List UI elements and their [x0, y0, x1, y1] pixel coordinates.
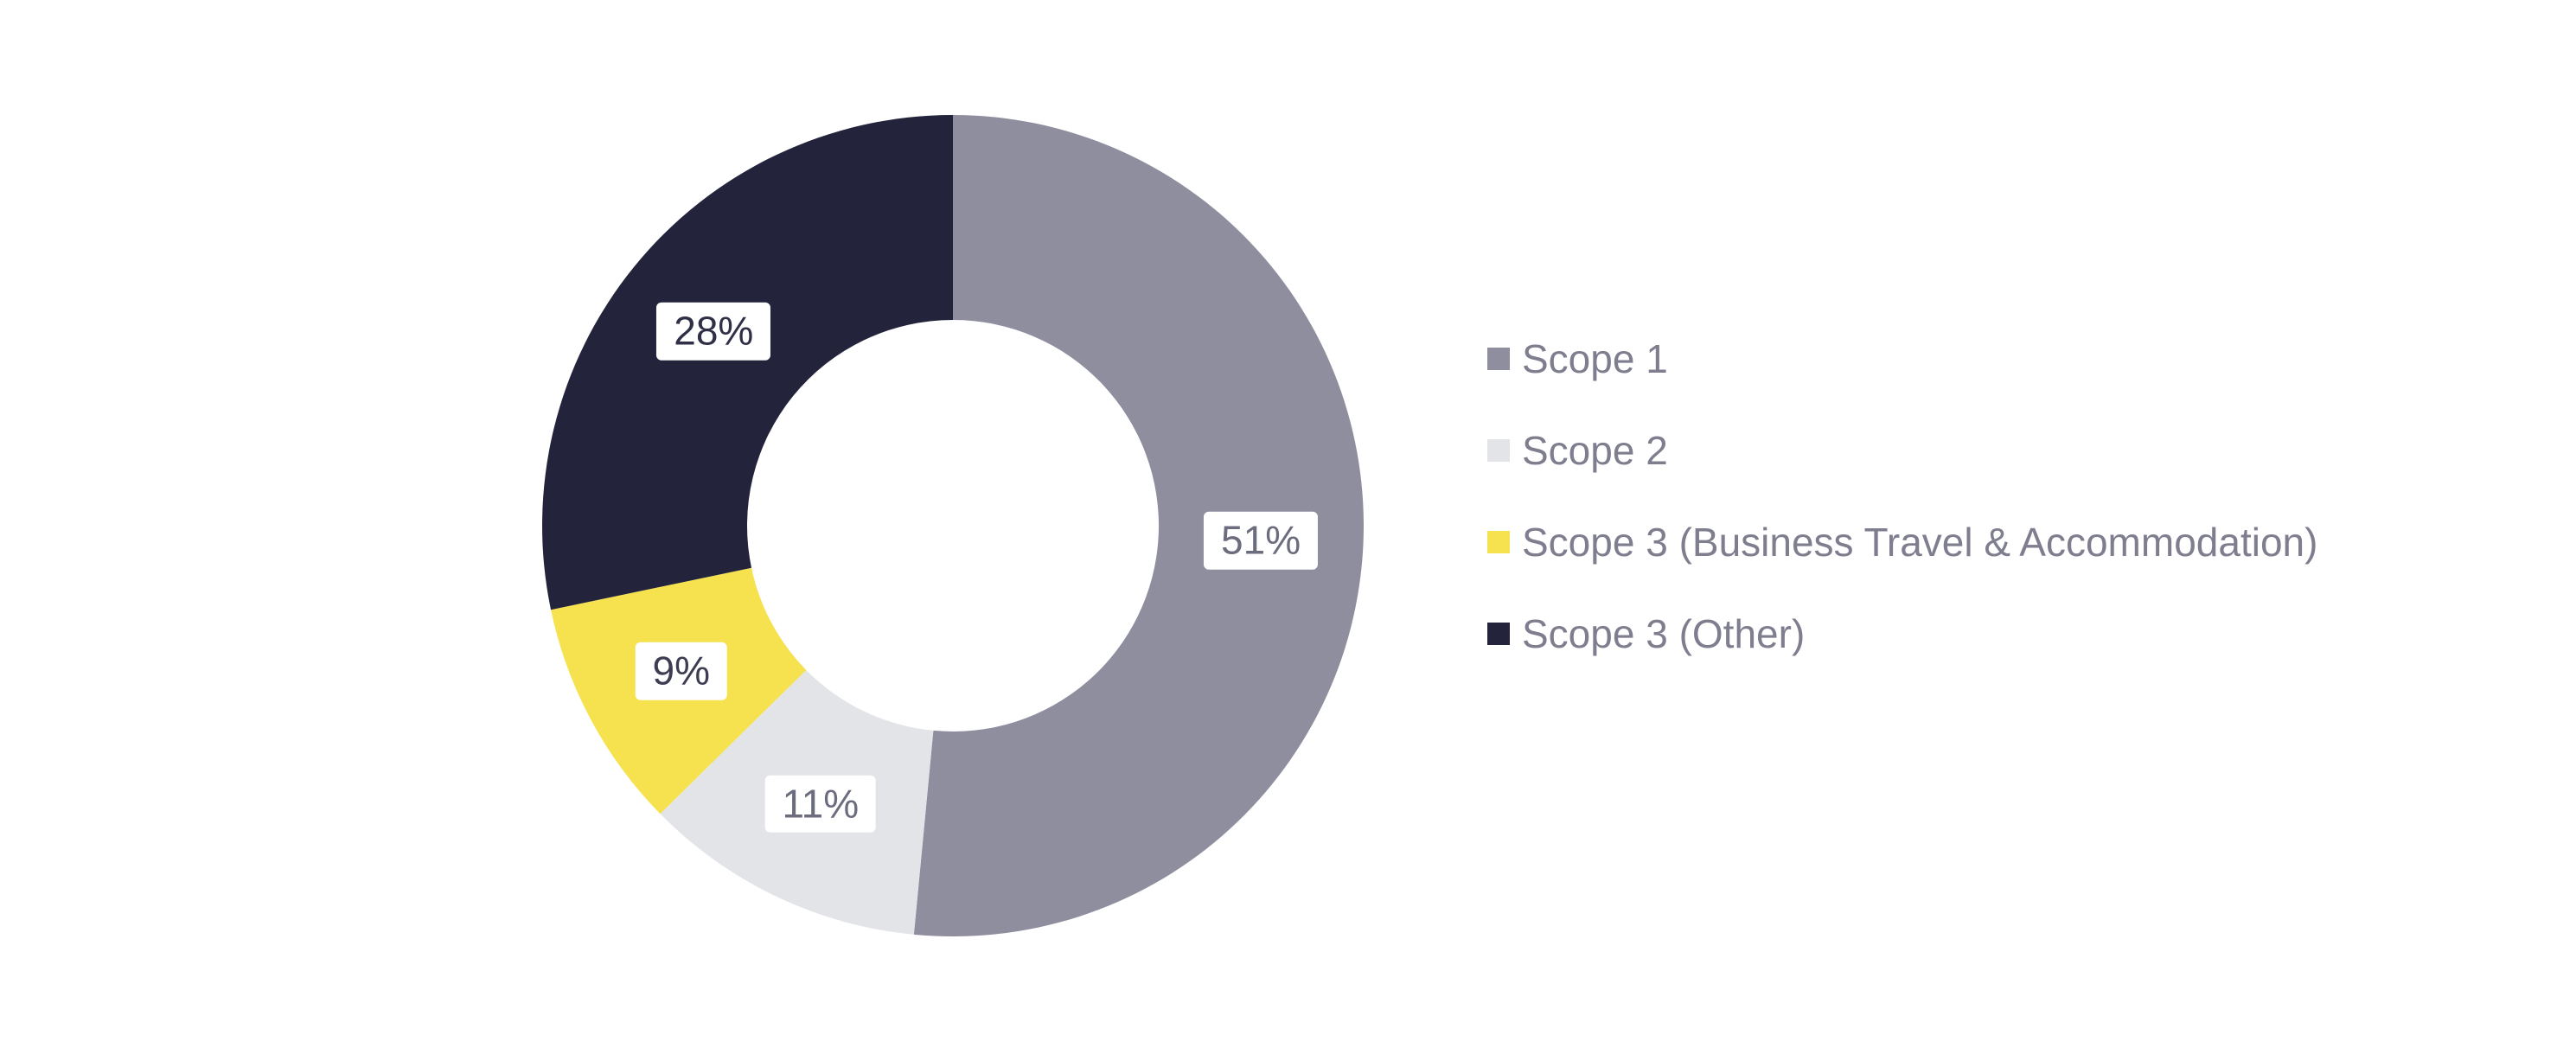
- slice-label-4: 28%: [656, 302, 771, 361]
- pie-slice-4[interactable]: [542, 115, 953, 610]
- legend: Scope 1 Scope 2 Scope 3 (Business Travel…: [1487, 339, 2317, 654]
- donut-chart: 51% 11% 9% 28%: [499, 72, 1407, 980]
- legend-marker: [1487, 348, 1510, 370]
- legend-label: Scope 3 (Business Travel & Accommodation…: [1522, 520, 2318, 565]
- slice-label-2: 11%: [764, 775, 877, 834]
- legend-item-scope-3-business-travel[interactable]: Scope 3 (Business Travel & Accommodation…: [1487, 522, 2317, 562]
- legend-marker: [1487, 439, 1510, 462]
- legend-label: Scope 3 (Other): [1522, 611, 1806, 656]
- slice-label-3: 9%: [635, 642, 727, 700]
- legend-item-scope-2[interactable]: Scope 2: [1487, 431, 2317, 470]
- slice-label-1: 51%: [1204, 511, 1319, 570]
- pie-slice-1[interactable]: [913, 115, 1365, 937]
- legend-marker: [1487, 623, 1510, 645]
- legend-label: Scope 2: [1522, 428, 1668, 473]
- donut-svg: [542, 115, 1365, 937]
- legend-item-scope-1[interactable]: Scope 1: [1487, 339, 2317, 379]
- legend-marker: [1487, 531, 1510, 553]
- legend-item-scope-3-other[interactable]: Scope 3 (Other): [1487, 614, 2317, 654]
- legend-label: Scope 1: [1522, 336, 1668, 381]
